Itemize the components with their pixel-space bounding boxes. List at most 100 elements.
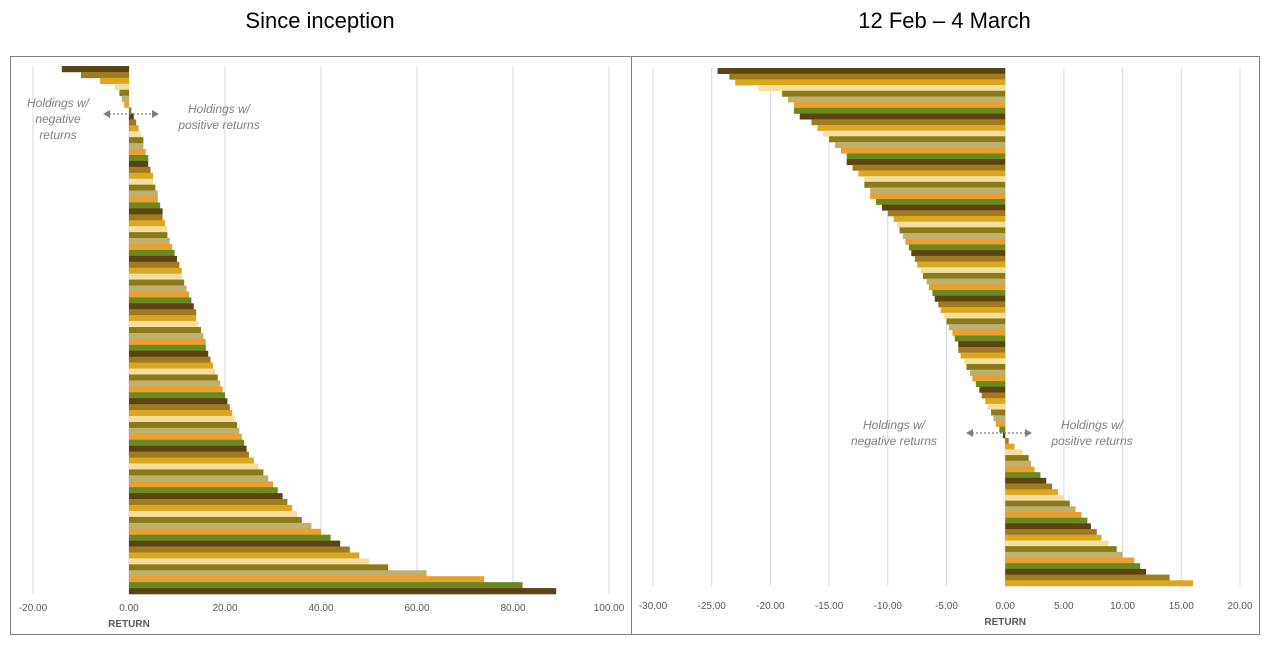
bar: [129, 178, 153, 185]
bar: [1005, 568, 1147, 575]
bar: [1005, 557, 1135, 564]
bar: [129, 499, 288, 506]
bar: [129, 528, 321, 535]
bar: [960, 352, 1006, 359]
bar: [129, 131, 141, 138]
bar: [926, 278, 1006, 285]
bar: [946, 318, 1006, 325]
bar: [993, 415, 1006, 422]
bar: [129, 493, 283, 500]
bar: [928, 284, 1006, 291]
bar: [129, 350, 209, 357]
bar: [129, 267, 182, 274]
bar: [1005, 466, 1035, 473]
bar: [129, 214, 163, 221]
x-axis-title: RETURN: [108, 619, 150, 630]
bar: [958, 341, 1006, 348]
bar: [129, 362, 213, 369]
bar: [129, 160, 149, 168]
bar: [964, 358, 1006, 365]
bar: [1005, 529, 1097, 536]
bar: [1005, 512, 1082, 518]
bar: [129, 576, 485, 583]
x-axis-title: RETURN: [984, 617, 1026, 628]
bar: [129, 119, 137, 126]
bar: [129, 226, 168, 233]
bar: [129, 154, 149, 162]
bar: [876, 198, 1006, 205]
bar: [1005, 494, 1064, 501]
x-tick-label: -10.00: [874, 601, 903, 612]
bar: [899, 227, 1006, 234]
bar: [61, 66, 129, 73]
bar: [846, 159, 1006, 166]
bar: [1005, 477, 1047, 484]
bar: [129, 249, 175, 257]
bar: [129, 439, 245, 446]
x-tick-label: -5.00: [935, 601, 958, 612]
bar: [1005, 460, 1032, 467]
bar: [129, 380, 221, 387]
bar: [129, 356, 211, 363]
chart-panel-12feb-4march: -30.00 -25.00 -20.00 -15.00 -10.00 -5.00 0.00 5…: [631, 56, 1260, 635]
bar: [887, 210, 1006, 217]
bar: [129, 149, 146, 156]
chart-title-12feb-4march: 12 Feb – 4 March: [858, 8, 1031, 33]
bar: [129, 469, 264, 476]
bar: [793, 107, 1006, 114]
bar: [735, 79, 1006, 86]
bar: [1005, 489, 1059, 496]
bar: [129, 582, 523, 589]
x-tick-label: 15.00: [1169, 601, 1194, 612]
bar: [129, 166, 151, 174]
bar: [129, 445, 247, 452]
bar: [129, 546, 350, 553]
bar: [129, 321, 199, 328]
bar: [129, 481, 273, 488]
bar: [1005, 551, 1123, 558]
bar: [129, 410, 233, 417]
bar: [823, 130, 1006, 137]
bar: [834, 142, 1006, 148]
bar: [129, 297, 192, 304]
bar: [129, 137, 144, 144]
bar: [129, 291, 189, 298]
bar: [1005, 443, 1015, 450]
bar: [129, 202, 161, 209]
bar: [129, 143, 144, 150]
bar: [129, 190, 158, 197]
bar: [129, 540, 341, 547]
x-tick-label: 40.00: [308, 603, 333, 614]
bar: [1005, 574, 1170, 581]
bar: [1005, 523, 1091, 530]
bar: [758, 85, 1006, 92]
bar: [129, 457, 254, 464]
bar: [846, 153, 1006, 160]
bar: [129, 261, 180, 269]
x-tick-label: 20.00: [212, 603, 237, 614]
bar: [81, 71, 129, 79]
double-arrow-icon: [966, 429, 1032, 437]
bar: [1005, 455, 1029, 462]
bar: [793, 102, 1006, 109]
bar: [129, 172, 153, 180]
bar: [1005, 472, 1041, 479]
bar: [129, 534, 331, 541]
bar: [991, 409, 1006, 416]
bar: [840, 147, 1006, 154]
bar: [958, 346, 1006, 353]
x-tick-label: -15.00: [815, 601, 844, 612]
bar: [938, 301, 1006, 308]
bar: [782, 90, 1006, 97]
bar: [129, 374, 218, 381]
bar: [893, 216, 1006, 222]
bar: [129, 327, 201, 334]
annotation-positive-returns: Holdings w/positive returns: [1050, 418, 1132, 448]
bar: [995, 420, 1006, 427]
bar: [966, 364, 1006, 370]
bar: [129, 344, 206, 352]
x-tick-label: 0.00: [995, 601, 1015, 612]
bar: [129, 279, 185, 286]
bar: [788, 96, 1006, 103]
bar: [129, 552, 360, 559]
